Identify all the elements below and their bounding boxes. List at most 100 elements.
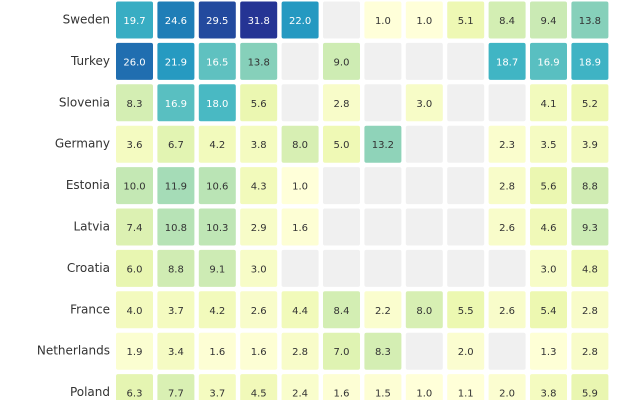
cell — [571, 291, 609, 329]
cell-label: 10.8 — [165, 223, 187, 234]
empty-cell — [323, 249, 360, 287]
cell — [405, 291, 443, 329]
cell-label: 2.6 — [499, 223, 515, 234]
cell — [157, 167, 195, 205]
cell — [364, 332, 402, 370]
cell-label: 9.4 — [541, 16, 557, 27]
cell-label: 6.0 — [127, 264, 143, 275]
cell-label: 8.3 — [127, 99, 143, 110]
cell-label: 3.8 — [541, 389, 557, 400]
cell-label: 4.1 — [541, 99, 557, 110]
empty-cell — [405, 167, 443, 205]
cell — [447, 374, 485, 400]
cell — [488, 208, 526, 246]
cell-label: 8.4 — [499, 16, 515, 27]
cell-label: 1.1 — [458, 389, 474, 400]
empty-cell — [323, 1, 360, 39]
cell-label: 2.2 — [375, 306, 391, 317]
cell-label: 8.8 — [582, 182, 598, 193]
cell-label: 1.6 — [292, 223, 308, 234]
row-label: Estonia — [66, 178, 110, 192]
cell-label: 1.0 — [375, 16, 391, 27]
cell — [323, 84, 360, 122]
cell-label: 2.8 — [334, 99, 350, 110]
cell-label: 2.8 — [582, 306, 598, 317]
empty-cell — [405, 208, 443, 246]
cell — [240, 291, 278, 329]
cell — [240, 1, 278, 39]
row-label: Germany — [55, 137, 110, 151]
cell-label: 3.7 — [209, 389, 225, 400]
cell — [571, 374, 609, 400]
cell — [571, 208, 609, 246]
cell-label: 2.0 — [499, 389, 515, 400]
empty-cell — [364, 249, 402, 287]
cell-label: 13.8 — [248, 57, 270, 68]
cell — [198, 1, 236, 39]
empty-cell — [405, 125, 443, 163]
cell — [571, 1, 609, 39]
cell — [157, 374, 195, 400]
cell-label: 2.3 — [499, 140, 515, 151]
cell-label: 11.9 — [165, 182, 187, 193]
cell-label: 1.5 — [375, 389, 391, 400]
empty-cell — [447, 84, 485, 122]
cell-label: 13.2 — [372, 140, 394, 151]
cell-label: 3.0 — [541, 264, 557, 275]
cell-label: 1.3 — [541, 347, 557, 358]
cell-label: 2.6 — [251, 306, 267, 317]
cell — [116, 249, 153, 287]
empty-cell — [447, 208, 485, 246]
cell-label: 7.7 — [168, 389, 184, 400]
empty-cell — [488, 249, 526, 287]
cell — [116, 374, 153, 400]
cell — [281, 167, 319, 205]
cell — [198, 249, 236, 287]
empty-cell — [405, 249, 443, 287]
cell — [323, 332, 360, 370]
cell-label: 3.4 — [168, 347, 184, 358]
empty-cell — [323, 167, 360, 205]
cell-label: 3.7 — [168, 306, 184, 317]
cell — [447, 332, 485, 370]
cell-label: 2.8 — [582, 347, 598, 358]
cell-label: 5.2 — [582, 99, 598, 110]
cell — [571, 84, 609, 122]
cell-label: 4.8 — [582, 264, 598, 275]
cell — [157, 332, 195, 370]
empty-cell — [488, 332, 526, 370]
cell — [281, 1, 319, 39]
cell-label: 2.9 — [251, 223, 267, 234]
cell — [447, 291, 485, 329]
cell — [571, 167, 609, 205]
empty-cell — [447, 125, 485, 163]
empty-cell — [323, 208, 360, 246]
empty-cell — [405, 42, 443, 80]
cell-label: 4.2 — [209, 140, 225, 151]
cell-label: 8.4 — [334, 306, 350, 317]
cell — [364, 125, 402, 163]
row-label: Netherlands — [37, 344, 110, 358]
cell — [571, 249, 609, 287]
cell — [488, 167, 526, 205]
cell — [157, 42, 195, 80]
cell — [240, 208, 278, 246]
cell — [116, 125, 153, 163]
cell — [281, 374, 319, 400]
cell-label: 3.0 — [251, 264, 267, 275]
cell — [488, 1, 526, 39]
cell — [116, 84, 153, 122]
cell-label: 3.5 — [541, 140, 557, 151]
cell-label: 1.0 — [416, 389, 432, 400]
cell-label: 6.3 — [127, 389, 143, 400]
cell-label: 4.3 — [251, 182, 267, 193]
cell-label: 22.0 — [289, 16, 311, 27]
row-label: Sweden — [63, 13, 110, 27]
row-label: Poland — [70, 385, 110, 399]
cell — [240, 84, 278, 122]
cell — [198, 374, 236, 400]
cell — [364, 374, 402, 400]
cell — [405, 1, 443, 39]
cell — [488, 291, 526, 329]
